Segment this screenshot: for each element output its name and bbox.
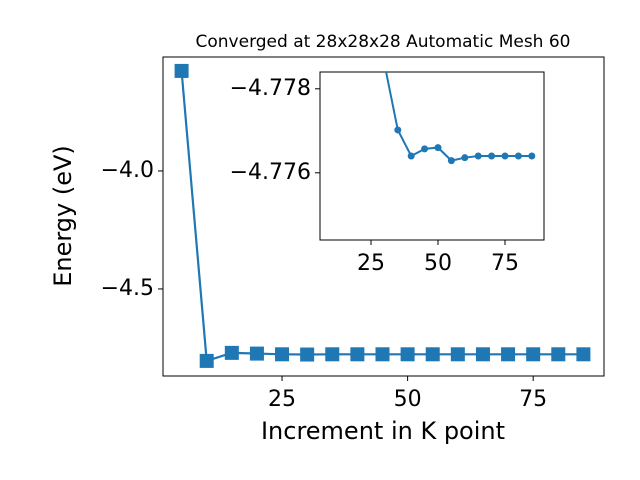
marker	[350, 347, 365, 362]
marker	[447, 157, 455, 165]
x-tick-label: 25	[357, 251, 385, 276]
x-axis-label: Increment in K point	[261, 417, 505, 445]
marker	[300, 347, 315, 362]
marker	[249, 346, 264, 361]
y-tick-label: −4.5	[101, 276, 154, 301]
x-tick-label: 25	[268, 387, 296, 412]
marker	[450, 347, 465, 362]
marker	[461, 154, 469, 162]
y-tick-label: −4.778	[230, 76, 311, 101]
marker	[325, 347, 340, 362]
marker	[526, 347, 541, 362]
plot-layer	[174, 63, 591, 368]
marker	[224, 345, 239, 360]
marker	[425, 347, 440, 362]
marker	[434, 144, 442, 152]
marker	[514, 152, 522, 160]
marker	[375, 347, 390, 362]
marker	[576, 347, 591, 362]
x-tick-label: 75	[519, 387, 547, 412]
x-tick-label: 50	[424, 251, 452, 276]
chart-title: Converged at 28x28x28 Automatic Mesh 60	[196, 32, 571, 52]
marker	[501, 347, 516, 362]
marker	[400, 347, 415, 362]
marker	[488, 152, 496, 160]
x-tick-label: 50	[394, 387, 422, 412]
y-tick-label: −4.0	[101, 158, 154, 183]
marker	[407, 152, 415, 160]
marker	[394, 126, 402, 134]
marker	[551, 347, 566, 362]
marker	[199, 353, 214, 368]
marker	[501, 152, 509, 160]
marker	[474, 152, 482, 160]
y-tick-label: −4.776	[230, 160, 311, 185]
plot-layer	[385, 72, 536, 165]
marker	[528, 152, 536, 160]
marker	[475, 347, 490, 362]
x-tick-label: 75	[491, 251, 519, 276]
marker	[275, 347, 290, 362]
marker	[174, 63, 189, 78]
marker	[421, 145, 429, 153]
y-axis-label: Energy (eV)	[49, 145, 77, 287]
